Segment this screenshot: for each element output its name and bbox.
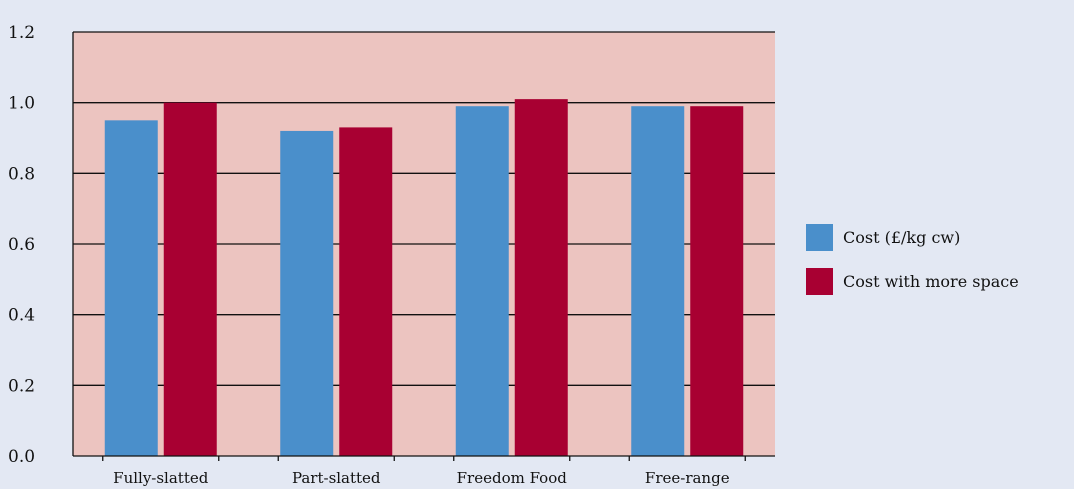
bar-cost-more-space <box>690 106 744 456</box>
axes <box>72 32 775 461</box>
legend-swatch <box>806 268 833 295</box>
bar-cost <box>455 106 509 456</box>
y-tick-label: 0.2 <box>8 376 35 396</box>
bars <box>104 99 744 457</box>
x-category-label: Part-slatted <box>292 469 381 487</box>
bar-cost-more-space <box>339 127 393 457</box>
legend-label: Cost (£/kg cw) <box>843 228 960 247</box>
legend-label: Cost with more space <box>843 272 1019 291</box>
y-tick-label: 1.0 <box>8 94 35 114</box>
y-tick-labels: 0.0 0.2 0.4 0.6 0.8 1.0 1.2 <box>8 23 35 467</box>
bar-cost-more-space <box>514 99 568 456</box>
bar-cost <box>104 120 158 456</box>
x-category-label: Freedom Food <box>457 469 568 487</box>
bar-cost-more-space <box>163 102 217 457</box>
x-category-label: Fully-slatted <box>113 469 209 487</box>
y-tick-label: 0.8 <box>8 164 35 184</box>
x-category-label: Free-range <box>645 469 730 487</box>
y-tick-label: 0.4 <box>8 306 35 326</box>
y-tick-label: 0.0 <box>8 447 35 467</box>
legend: Cost (£/kg cw) Cost with more space <box>806 224 1019 295</box>
y-tick-label: 1.2 <box>8 23 35 43</box>
legend-swatch <box>806 224 833 251</box>
x-tick-labels: Fully-slatted Part-slatted Freedom Food Fre… <box>113 469 730 487</box>
y-tick-label: 0.6 <box>8 235 35 255</box>
bar-cost <box>631 106 685 456</box>
bar-cost <box>280 130 334 456</box>
